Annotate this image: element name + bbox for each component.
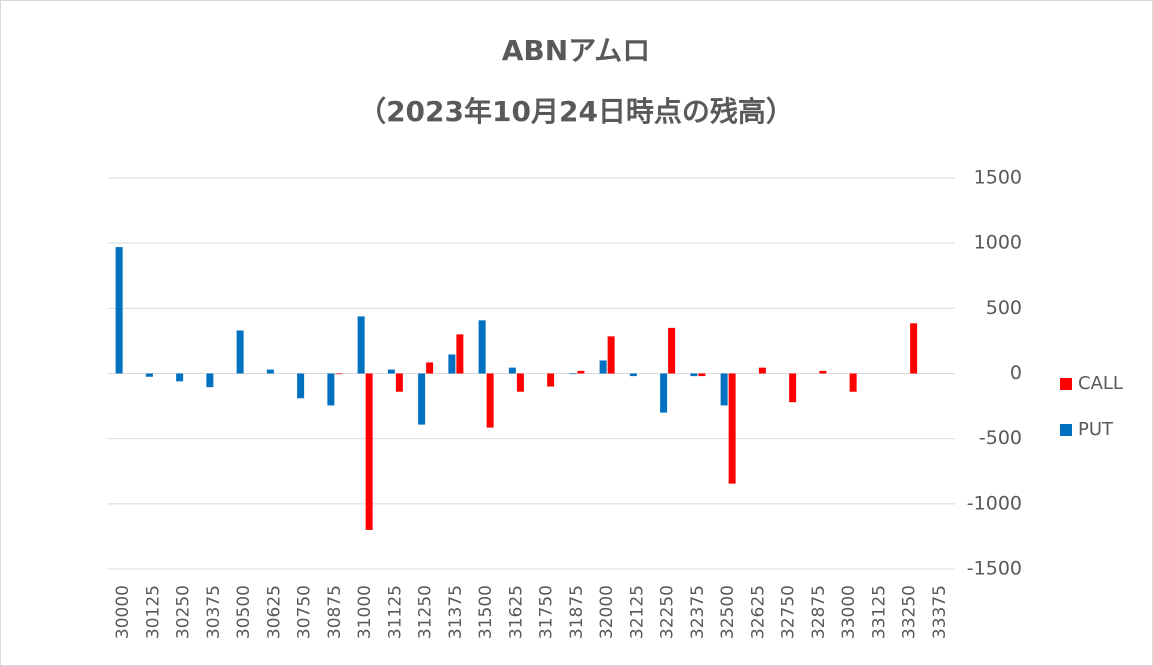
bar xyxy=(516,373,524,392)
x-tick-label: 30000 xyxy=(113,585,133,639)
legend-swatch xyxy=(1060,424,1072,436)
chart-subtitle: （2023年10月24日時点の残高） xyxy=(358,95,794,128)
x-tick-label: 30375 xyxy=(204,585,224,639)
bar xyxy=(720,373,728,406)
y-tick-label: -1000 xyxy=(967,492,1022,514)
bar xyxy=(478,320,486,374)
x-tick-label: 33375 xyxy=(930,585,950,639)
x-tick-label: 33000 xyxy=(839,585,859,639)
bar xyxy=(569,373,577,375)
bar xyxy=(849,373,857,392)
x-tick-label: 30625 xyxy=(264,585,284,639)
bar xyxy=(599,360,607,374)
bar xyxy=(236,330,244,374)
x-tick-label: 30125 xyxy=(143,585,163,639)
y-tick-label: -500 xyxy=(979,427,1022,449)
bar xyxy=(387,369,395,374)
bar xyxy=(426,362,434,374)
bar xyxy=(910,323,918,374)
bar xyxy=(266,369,274,374)
x-tick-label: 30500 xyxy=(234,585,254,639)
x-tick-label: 31250 xyxy=(416,585,436,639)
bar xyxy=(297,373,305,399)
y-tick-label: 500 xyxy=(986,297,1022,319)
legend-label: CALL xyxy=(1078,373,1123,394)
x-tick-label: 32375 xyxy=(688,585,708,639)
bar xyxy=(448,354,456,374)
bar xyxy=(789,373,797,403)
bar xyxy=(629,373,637,377)
x-tick-label: 31000 xyxy=(355,585,375,639)
chart-title: ABNアムロ xyxy=(502,34,651,67)
legend-swatch xyxy=(1060,378,1072,390)
bar xyxy=(607,336,615,374)
x-tick-label: 31125 xyxy=(385,585,405,639)
bar xyxy=(145,373,153,377)
bar xyxy=(690,373,698,377)
y-tick-label: -1500 xyxy=(967,558,1022,580)
x-tick-label: 32625 xyxy=(748,585,768,639)
x-tick-label: 33250 xyxy=(900,585,920,639)
bar xyxy=(819,370,827,374)
bar xyxy=(728,373,736,484)
y-tick-label: 1000 xyxy=(974,232,1022,254)
bar xyxy=(115,247,123,374)
x-tick-label: 33125 xyxy=(869,585,889,639)
bar xyxy=(577,370,585,374)
x-tick-label: 31750 xyxy=(537,585,557,639)
x-tick-label: 31375 xyxy=(446,585,466,639)
bar xyxy=(456,334,464,374)
bar xyxy=(327,373,335,406)
y-tick-label: 0 xyxy=(1010,362,1022,384)
bar xyxy=(668,327,676,374)
x-tick-label: 30875 xyxy=(325,585,345,639)
bar xyxy=(335,373,343,375)
bar xyxy=(486,373,494,428)
bar xyxy=(758,367,766,374)
x-tick-label: 31500 xyxy=(476,585,496,639)
bar xyxy=(660,373,668,413)
x-tick-label: 32750 xyxy=(779,585,799,639)
x-tick-label: 30750 xyxy=(295,585,315,639)
x-tick-label: 31625 xyxy=(506,585,526,639)
x-tick-label: 30250 xyxy=(174,585,194,639)
x-tick-label: 32250 xyxy=(658,585,678,639)
x-tick-label: 32000 xyxy=(597,585,617,639)
bar xyxy=(395,373,403,392)
bar xyxy=(176,373,184,382)
bar xyxy=(418,373,426,425)
bar xyxy=(357,316,365,374)
bar xyxy=(206,373,214,388)
bar xyxy=(508,367,516,374)
y-tick-label: 1500 xyxy=(974,167,1022,189)
x-tick-label: 32125 xyxy=(627,585,647,639)
x-tick-label: 31875 xyxy=(567,585,587,639)
bar xyxy=(365,373,373,530)
x-tick-label: 32875 xyxy=(809,585,829,639)
bar xyxy=(547,373,555,387)
x-tick-label: 32500 xyxy=(718,585,738,639)
legend-label: PUT xyxy=(1078,419,1114,440)
bar xyxy=(698,373,706,377)
